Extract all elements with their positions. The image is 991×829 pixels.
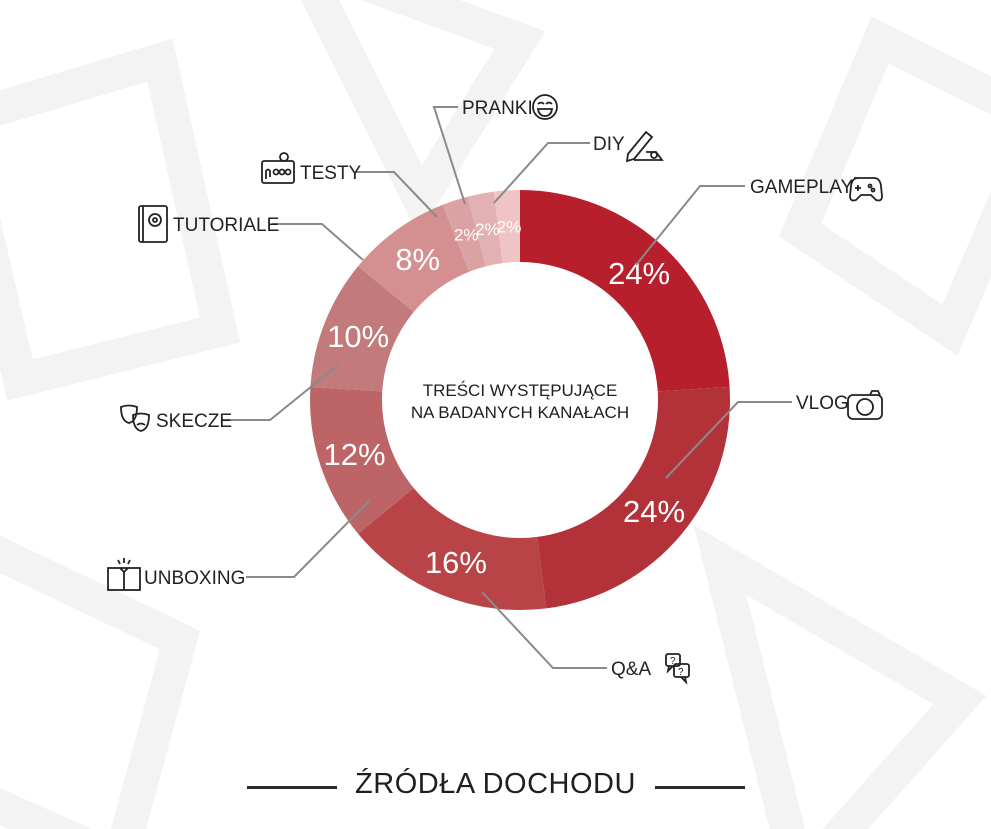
leader-line — [432, 106, 466, 205]
leader-line — [272, 223, 364, 261]
category-label-skecze: SKECZE — [156, 411, 232, 432]
svg-text:?: ? — [670, 656, 676, 667]
center-text-line-2: NA BADANYCH KANAŁACH — [411, 403, 629, 422]
leader-line — [481, 591, 607, 669]
center-text-line-1: TREŚCI WYSTĘPUJĄCE — [423, 381, 618, 400]
footer-line-right — [655, 786, 745, 789]
leader-line — [222, 364, 339, 421]
category-label-gameplay: GAMEPLAY — [750, 177, 853, 198]
slice-skecze — [310, 266, 414, 392]
leader-line — [635, 185, 745, 266]
pencil-ruler-icon — [625, 130, 664, 163]
slice-testy — [442, 196, 486, 272]
manual-book-icon — [138, 205, 168, 243]
slice-pranki — [467, 191, 503, 267]
category-label-diy: DIY — [593, 134, 625, 155]
category-label-q-a: Q&A — [611, 659, 651, 680]
theater-masks-icon — [120, 404, 150, 432]
category-label-pranki: PRANKI — [462, 98, 533, 119]
value-label-unboxing: 12% — [323, 437, 385, 472]
leader-line — [665, 401, 792, 479]
test-board-icon — [261, 152, 295, 184]
question-bubbles-icon: ?? — [665, 653, 690, 685]
slice-gameplay — [520, 190, 730, 392]
leader-line — [356, 171, 438, 218]
laughing-face-icon — [532, 94, 558, 120]
svg-text:?: ? — [678, 667, 684, 678]
value-label-vlog: 24% — [623, 494, 685, 529]
category-label-vlog: VLOG — [796, 393, 849, 414]
value-label-diy: 2% — [497, 217, 522, 236]
camera-icon — [847, 390, 883, 420]
footer-title: ŹRÓDŁA DOCHODU — [355, 768, 636, 800]
value-label-q-a: 16% — [425, 545, 487, 580]
value-label-tutoriale: 8% — [395, 242, 440, 277]
category-label-testy: TESTY — [300, 163, 362, 184]
gift-box-icon — [107, 558, 141, 591]
category-label-tutoriale: TUTORIALE — [173, 215, 279, 236]
slice-diy — [493, 190, 520, 264]
value-label-testy: 2% — [454, 226, 479, 245]
slice-unboxing — [310, 386, 414, 534]
value-label-pranki: 2% — [475, 220, 500, 239]
slice-q-a — [358, 487, 547, 610]
category-label-unboxing: UNBOXING — [144, 568, 245, 589]
footer-line-left — [247, 786, 337, 789]
gamepad-icon — [849, 177, 883, 202]
value-label-skecze: 10% — [327, 319, 389, 354]
leader-line — [246, 499, 371, 578]
leader-line — [493, 142, 590, 204]
slice-tutoriale — [358, 204, 470, 313]
slice-vlog — [537, 386, 730, 609]
